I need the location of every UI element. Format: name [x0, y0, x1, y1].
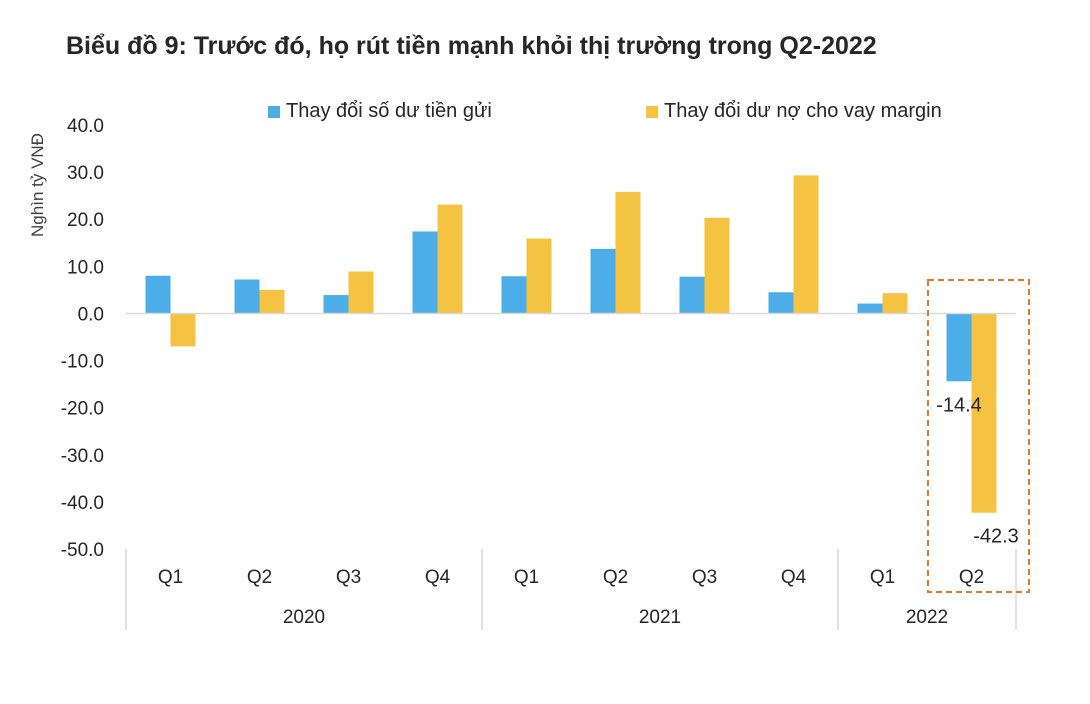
year-label: 2022	[906, 607, 948, 628]
y-tick-label: 10.0	[67, 257, 104, 278]
bar-margin	[259, 289, 285, 314]
bar-deposits	[412, 231, 438, 314]
bar-margin	[348, 271, 374, 314]
year-label: 2021	[639, 607, 681, 628]
data-label: -42.3	[973, 526, 1019, 548]
bar-margin	[170, 313, 196, 347]
legend-swatch-deposits	[268, 105, 280, 118]
x-tick-label: Q2	[247, 567, 272, 588]
x-tick-label: Q1	[158, 567, 183, 588]
y-tick-label: 20.0	[67, 210, 104, 231]
x-tick-label: Q3	[336, 567, 361, 588]
x-tick-label: Q1	[514, 567, 539, 588]
legend-item-deposits: Thay đổi số dư tiền gửi	[268, 100, 492, 123]
bar-margin	[615, 191, 641, 314]
data-label: -14.4	[936, 394, 982, 416]
legend: Thay đổi số dư tiền gửi Thay đổi dư nợ c…	[0, 100, 1090, 128]
x-tick-label: Q1	[870, 567, 895, 588]
y-tick-label: -30.0	[61, 446, 104, 467]
bar-deposits	[590, 248, 616, 314]
x-tick-label: Q2	[959, 567, 984, 588]
bar-margin	[793, 175, 819, 314]
y-tick-label: -50.0	[61, 540, 104, 561]
bar-margin	[437, 204, 463, 314]
chart-title: Biểu đồ 9: Trước đó, họ rút tiền mạnh kh…	[66, 32, 877, 60]
legend-label-deposits: Thay đổi số dư tiền gửi	[286, 100, 492, 122]
bar-deposits	[946, 313, 972, 382]
bar-deposits	[501, 276, 527, 314]
bar-margin	[882, 293, 908, 314]
y-tick-label: 40.0	[67, 116, 104, 137]
x-tick-label: Q4	[781, 567, 807, 588]
legend-label-margin: Thay đổi dư nợ cho vay margin	[664, 100, 942, 122]
y-axis-title: Nghìn tỷ VNĐ	[28, 133, 47, 237]
bar-margin	[971, 313, 997, 513]
legend-swatch-margin	[646, 105, 658, 118]
y-tick-label: -40.0	[61, 493, 104, 514]
bar-deposits	[857, 303, 883, 314]
bar-deposits	[145, 275, 171, 314]
x-tick-label: Q2	[603, 567, 628, 588]
y-tick-label: -10.0	[61, 352, 104, 373]
highlight-box	[927, 279, 1030, 593]
x-tick-label: Q4	[425, 567, 451, 588]
legend-item-margin: Thay đổi dư nợ cho vay margin	[646, 100, 942, 123]
bar-margin	[704, 217, 730, 314]
y-tick-label: 30.0	[67, 163, 104, 184]
bar-deposits	[234, 279, 260, 314]
year-label: 2020	[283, 607, 325, 628]
bar-deposits	[679, 276, 705, 314]
bar-deposits	[323, 295, 349, 314]
x-tick-label: Q3	[692, 567, 717, 588]
y-tick-label: -20.0	[61, 399, 104, 420]
bar-margin	[526, 238, 552, 314]
bar-deposits	[768, 292, 794, 314]
y-tick-label: 0.0	[78, 304, 104, 325]
